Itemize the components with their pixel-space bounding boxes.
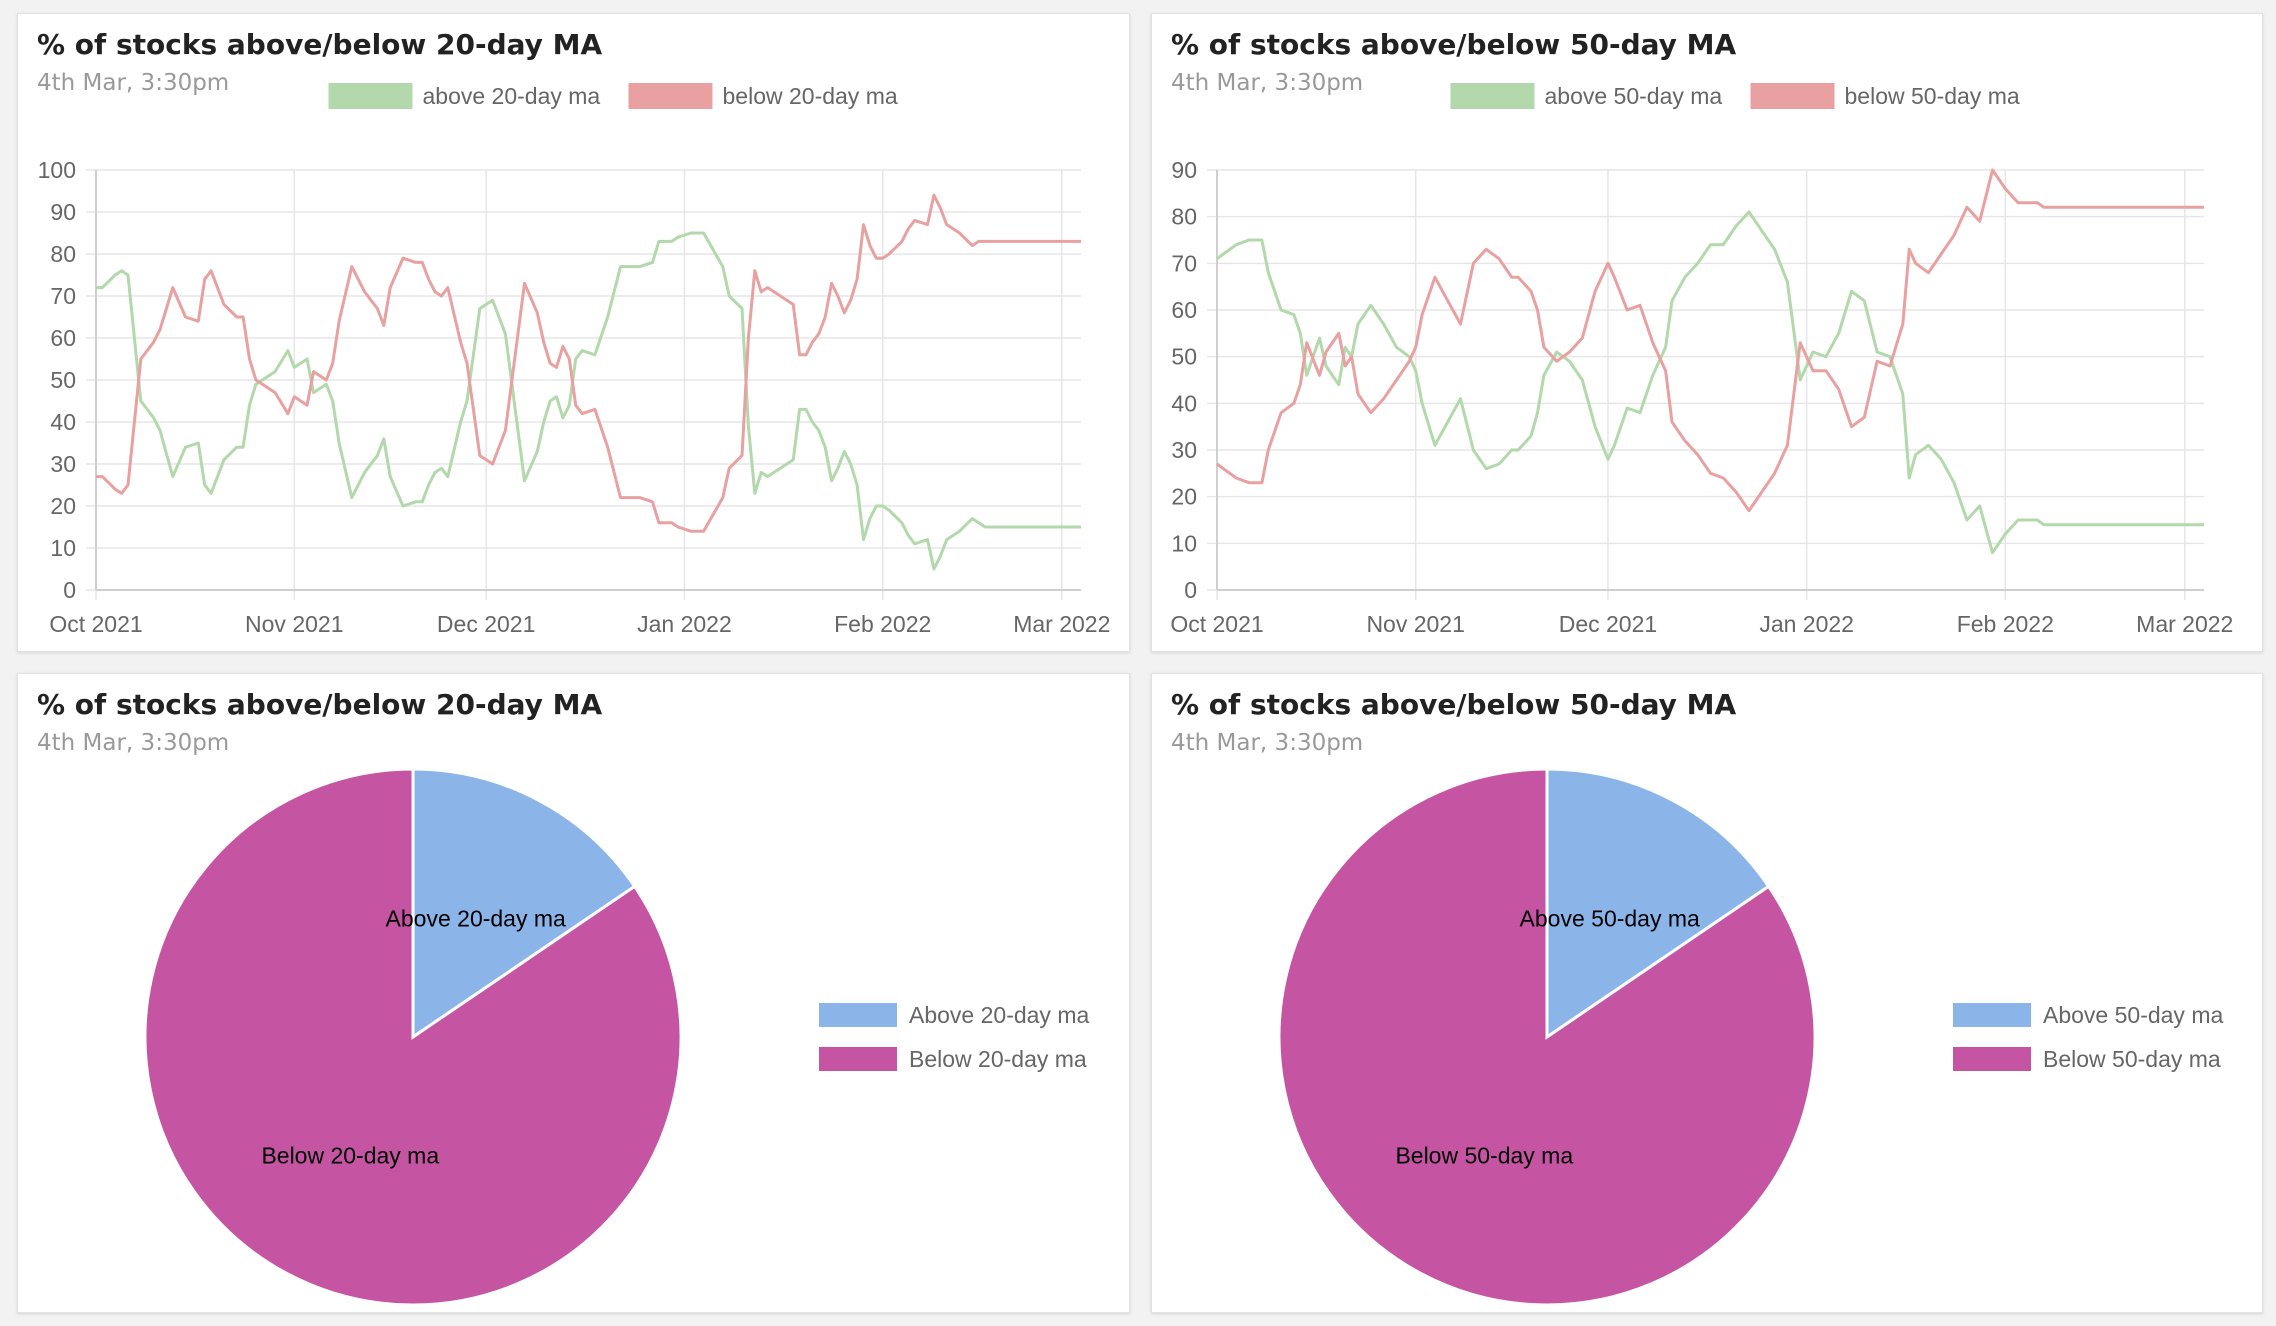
card-title: % of stocks above/below 20-day MA bbox=[37, 28, 603, 61]
x-tick-label: Dec 2021 bbox=[1559, 611, 1657, 637]
y-tick-label: 60 bbox=[50, 325, 76, 351]
slice-label: Above 50-day ma bbox=[1520, 906, 1700, 932]
grid bbox=[1207, 169, 2204, 600]
y-tick-label: 40 bbox=[1171, 390, 1197, 416]
y-tick-label: 20 bbox=[1171, 484, 1197, 510]
x-tick-label: Nov 2021 bbox=[245, 611, 343, 637]
legend-item[interactable]: Below 20-day ma bbox=[819, 1046, 1087, 1072]
legend-swatch bbox=[1750, 83, 1835, 109]
y-tick-label: 30 bbox=[50, 451, 76, 477]
legend-label: Below 50-day ma bbox=[2043, 1046, 2221, 1072]
legend-swatch bbox=[819, 1003, 897, 1027]
legend-item[interactable]: below 20-day ma bbox=[628, 83, 898, 109]
y-tick-label: 100 bbox=[38, 157, 76, 183]
x-tick-label: Mar 2022 bbox=[1013, 611, 1110, 637]
x-tick-label: Feb 2022 bbox=[1957, 611, 2054, 637]
legend: above 50-day ma below 50-day ma bbox=[1450, 83, 2020, 109]
x-tick-label: Oct 2021 bbox=[1170, 611, 1263, 637]
legend-swatch bbox=[628, 83, 713, 109]
line-chart-20[interactable]: above 20-day ma below 20-day ma 0 10 20 30 40 5… bbox=[18, 14, 1131, 653]
x-tick-label: Feb 2022 bbox=[834, 611, 931, 637]
y-tick-label: 90 bbox=[50, 199, 76, 225]
pie-slice-above[interactable] bbox=[411, 767, 637, 1040]
legend-item[interactable]: above 50-day ma bbox=[1450, 83, 1723, 109]
y-tick-label: 40 bbox=[50, 409, 76, 435]
series-line-above[interactable] bbox=[96, 231, 1081, 571]
legend-item[interactable]: Above 50-day ma bbox=[1953, 1002, 2223, 1028]
x-tick-label: Oct 2021 bbox=[49, 611, 142, 637]
pie bbox=[143, 767, 683, 1307]
legend: above 20-day ma below 20-day ma bbox=[328, 83, 898, 109]
line-chart-50[interactable]: above 50-day ma below 50-day ma 0 10 20 30 40 5… bbox=[1152, 14, 2264, 653]
x-tick-label: Dec 2021 bbox=[437, 611, 535, 637]
chart-card-line-20: % of stocks above/below 20-day MA 4th Ma… bbox=[17, 13, 1130, 652]
y-tick-label: 80 bbox=[1171, 204, 1197, 230]
legend-label: below 20-day ma bbox=[723, 83, 898, 109]
legend-swatch bbox=[1953, 1003, 2031, 1027]
legend-swatch bbox=[1450, 83, 1535, 109]
slice-label: Above 20-day ma bbox=[386, 906, 566, 932]
y-tick-label: 10 bbox=[1171, 530, 1197, 556]
y-tick-label: 60 bbox=[1171, 297, 1197, 323]
x-tick-label: Jan 2022 bbox=[637, 611, 732, 637]
x-tick-label: Jan 2022 bbox=[1759, 611, 1854, 637]
legend-label: Above 20-day ma bbox=[909, 1002, 1089, 1028]
pie-slice-above[interactable] bbox=[1545, 767, 1771, 1040]
legend-label: Above 50-day ma bbox=[2043, 1002, 2223, 1028]
legend-swatch bbox=[328, 83, 413, 109]
card-subtitle: 4th Mar, 3:30pm bbox=[1171, 730, 1364, 756]
y-tick-label: 30 bbox=[1171, 437, 1197, 463]
series-line-below[interactable] bbox=[1216, 168, 2204, 513]
slice-label: Below 20-day ma bbox=[261, 1142, 439, 1168]
legend-label: Below 20-day ma bbox=[909, 1046, 1087, 1072]
legend: Above 50-day ma Below 50-day ma bbox=[1953, 1002, 2223, 1072]
y-tick-label: 80 bbox=[50, 241, 76, 267]
legend-item[interactable]: Above 20-day ma bbox=[819, 1002, 1089, 1028]
y-tick-label: 50 bbox=[1171, 344, 1197, 370]
pie bbox=[1277, 767, 1817, 1307]
legend-label: above 50-day ma bbox=[1545, 83, 1723, 109]
legend-swatch bbox=[1953, 1047, 2031, 1071]
x-tick-label: Mar 2022 bbox=[2136, 611, 2233, 637]
legend-item[interactable]: above 20-day ma bbox=[328, 83, 601, 109]
card-title: % of stocks above/below 50-day MA bbox=[1171, 688, 1737, 721]
x-tick-label: Nov 2021 bbox=[1366, 611, 1464, 637]
legend-label: below 50-day ma bbox=[1845, 83, 2020, 109]
y-tick-label: 70 bbox=[1171, 250, 1197, 276]
grid bbox=[86, 169, 1081, 600]
legend-item[interactable]: Below 50-day ma bbox=[1953, 1046, 2221, 1072]
slice-label: Below 50-day ma bbox=[1395, 1142, 1573, 1168]
series-line-above[interactable] bbox=[1216, 210, 2204, 555]
series-line-below[interactable] bbox=[96, 193, 1081, 533]
legend-label: above 20-day ma bbox=[423, 83, 601, 109]
y-tick-label: 90 bbox=[1171, 157, 1197, 183]
y-tick-label: 50 bbox=[50, 367, 76, 393]
legend-swatch bbox=[819, 1047, 897, 1071]
card-title: % of stocks above/below 20-day MA bbox=[37, 688, 603, 721]
card-subtitle: 4th Mar, 3:30pm bbox=[37, 730, 230, 756]
chart-card-line-50: % of stocks above/below 50-day MA 4th Ma… bbox=[1151, 13, 2263, 652]
y-tick-label: 0 bbox=[63, 577, 76, 603]
chart-card-pie-20: % of stocks above/below 20-day MA 4th Ma… bbox=[17, 673, 1130, 1313]
card-subtitle: 4th Mar, 3:30pm bbox=[37, 70, 230, 96]
legend: Above 20-day ma Below 20-day ma bbox=[819, 1002, 1089, 1072]
pie-slice-below[interactable] bbox=[143, 767, 683, 1307]
chart-card-pie-50: % of stocks above/below 50-day MA 4th Ma… bbox=[1151, 673, 2263, 1313]
y-tick-label: 20 bbox=[50, 493, 76, 519]
y-tick-label: 0 bbox=[1184, 577, 1197, 603]
pie-slice-below[interactable] bbox=[1277, 767, 1817, 1307]
card-subtitle: 4th Mar, 3:30pm bbox=[1171, 70, 1364, 96]
y-tick-label: 70 bbox=[50, 283, 76, 309]
legend-item[interactable]: below 50-day ma bbox=[1750, 83, 2020, 109]
y-tick-label: 10 bbox=[50, 535, 76, 561]
card-title: % of stocks above/below 50-day MA bbox=[1171, 28, 1737, 61]
